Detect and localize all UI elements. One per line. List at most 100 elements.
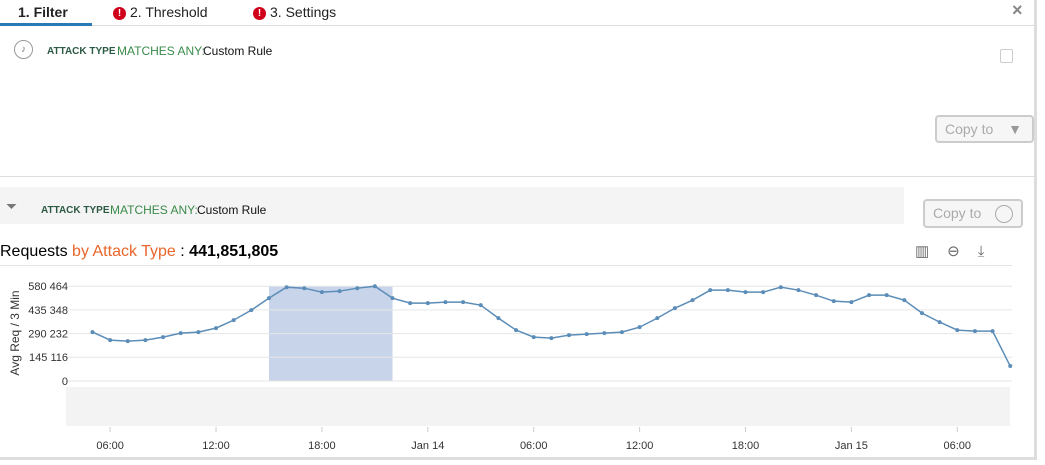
- chart-title: Requests by Attack Type : 441,851,805: [0, 243, 278, 261]
- y-axis-label: Avg Req / 3 Min: [8, 290, 22, 375]
- point: [266, 296, 271, 301]
- point: [478, 303, 483, 308]
- funnel-icon: ⏷: [6, 198, 18, 214]
- point: [725, 288, 730, 293]
- y-tick-label: 580 464: [28, 281, 68, 293]
- navigator: [66, 387, 1010, 426]
- filter-label: ATTACK TYPE: [47, 46, 116, 57]
- point: [1008, 364, 1013, 369]
- tab-divider: [0, 25, 1034, 26]
- point: [584, 332, 589, 337]
- point: [902, 298, 907, 303]
- point: [372, 284, 377, 289]
- point: [637, 325, 642, 330]
- active-tab-underline: [0, 23, 92, 26]
- point: [108, 338, 113, 343]
- x-tick-label: 06:00: [944, 440, 972, 452]
- tab-label: 3. Settings: [270, 4, 337, 20]
- point: [743, 290, 748, 295]
- point: [655, 316, 660, 321]
- point: [90, 330, 95, 335]
- point: [549, 336, 554, 341]
- bell-icon: ♪: [14, 40, 33, 59]
- point: [831, 299, 836, 304]
- point: [619, 330, 624, 335]
- title-divider: [0, 265, 1012, 266]
- point: [425, 301, 430, 306]
- button-label: Copy to: [933, 205, 982, 221]
- chart-filter-bar: [0, 187, 904, 224]
- chart-tools[interactable]: ▥⊖⤓: [915, 243, 1003, 260]
- point: [884, 293, 889, 298]
- point: [955, 328, 960, 333]
- tab-label: 2. Threshold: [130, 4, 208, 20]
- point: [319, 290, 324, 295]
- point: [602, 331, 607, 336]
- filter-value: Custom Rule: [203, 44, 273, 58]
- point: [178, 331, 183, 336]
- point: [408, 301, 413, 306]
- point: [849, 300, 854, 305]
- point: [443, 300, 448, 305]
- point: [708, 288, 713, 293]
- copy-button[interactable]: Copy to ▼: [935, 115, 1034, 143]
- point: [867, 293, 872, 298]
- point: [161, 335, 166, 340]
- y-tick-label: 290 232: [28, 329, 68, 341]
- x-tick-label: 18:00: [732, 440, 760, 452]
- save-icon[interactable]: [1000, 49, 1013, 63]
- point: [284, 285, 289, 290]
- point: [761, 290, 766, 295]
- point: [814, 293, 819, 298]
- point: [143, 338, 148, 343]
- point: [231, 318, 236, 323]
- section-divider: [0, 176, 1034, 177]
- point: [972, 329, 977, 334]
- point: [355, 286, 360, 291]
- filter-value: Custom Rule: [197, 203, 267, 217]
- tab[interactable]: 1. Filter: [18, 4, 68, 20]
- title-text: Requests: [0, 243, 68, 260]
- copy-button[interactable]: Copy to: [923, 199, 1023, 228]
- point: [390, 296, 395, 301]
- close-button[interactable]: ×: [1012, 0, 1023, 20]
- y-tick-label: 145 116: [29, 352, 68, 364]
- point: [249, 308, 254, 313]
- point: [461, 300, 466, 305]
- point: [690, 298, 695, 303]
- point: [672, 306, 677, 311]
- point: [937, 320, 942, 325]
- x-tick-label: 06:00: [96, 440, 124, 452]
- title-highlight: by Attack Type: [72, 243, 176, 260]
- x-tick-label: 18:00: [308, 440, 336, 452]
- y-tick-label: 0: [62, 376, 68, 388]
- point: [531, 335, 536, 340]
- point: [514, 328, 519, 333]
- point: [919, 311, 924, 316]
- point: [196, 330, 201, 335]
- title-separator: :: [180, 243, 185, 260]
- filter-label: ATTACK TYPE: [41, 205, 110, 216]
- point: [567, 333, 572, 338]
- total: 441,851,805: [189, 243, 279, 260]
- frame-edge: [1034, 0, 1037, 460]
- point: [778, 285, 783, 290]
- point: [302, 286, 307, 291]
- point: [990, 329, 995, 334]
- button-label: Copy to: [945, 121, 994, 137]
- frame-edge: [0, 457, 1037, 460]
- x-tick-label: Jan 15: [835, 440, 868, 452]
- filter-operator: MATCHES ANY:: [117, 44, 205, 58]
- x-tick-label: 12:00: [202, 440, 230, 452]
- point: [214, 326, 219, 331]
- y-tick-label: 435 348: [28, 305, 68, 317]
- x-tick-label: Jan 14: [411, 440, 444, 452]
- x-tick-label: 06:00: [520, 440, 548, 452]
- filter-operator: MATCHES ANY:: [110, 203, 198, 217]
- point: [337, 289, 342, 294]
- line: [92, 285, 1011, 367]
- tab[interactable]: ! 2. Threshold: [113, 4, 208, 20]
- tab[interactable]: ! 3. Settings: [253, 4, 336, 20]
